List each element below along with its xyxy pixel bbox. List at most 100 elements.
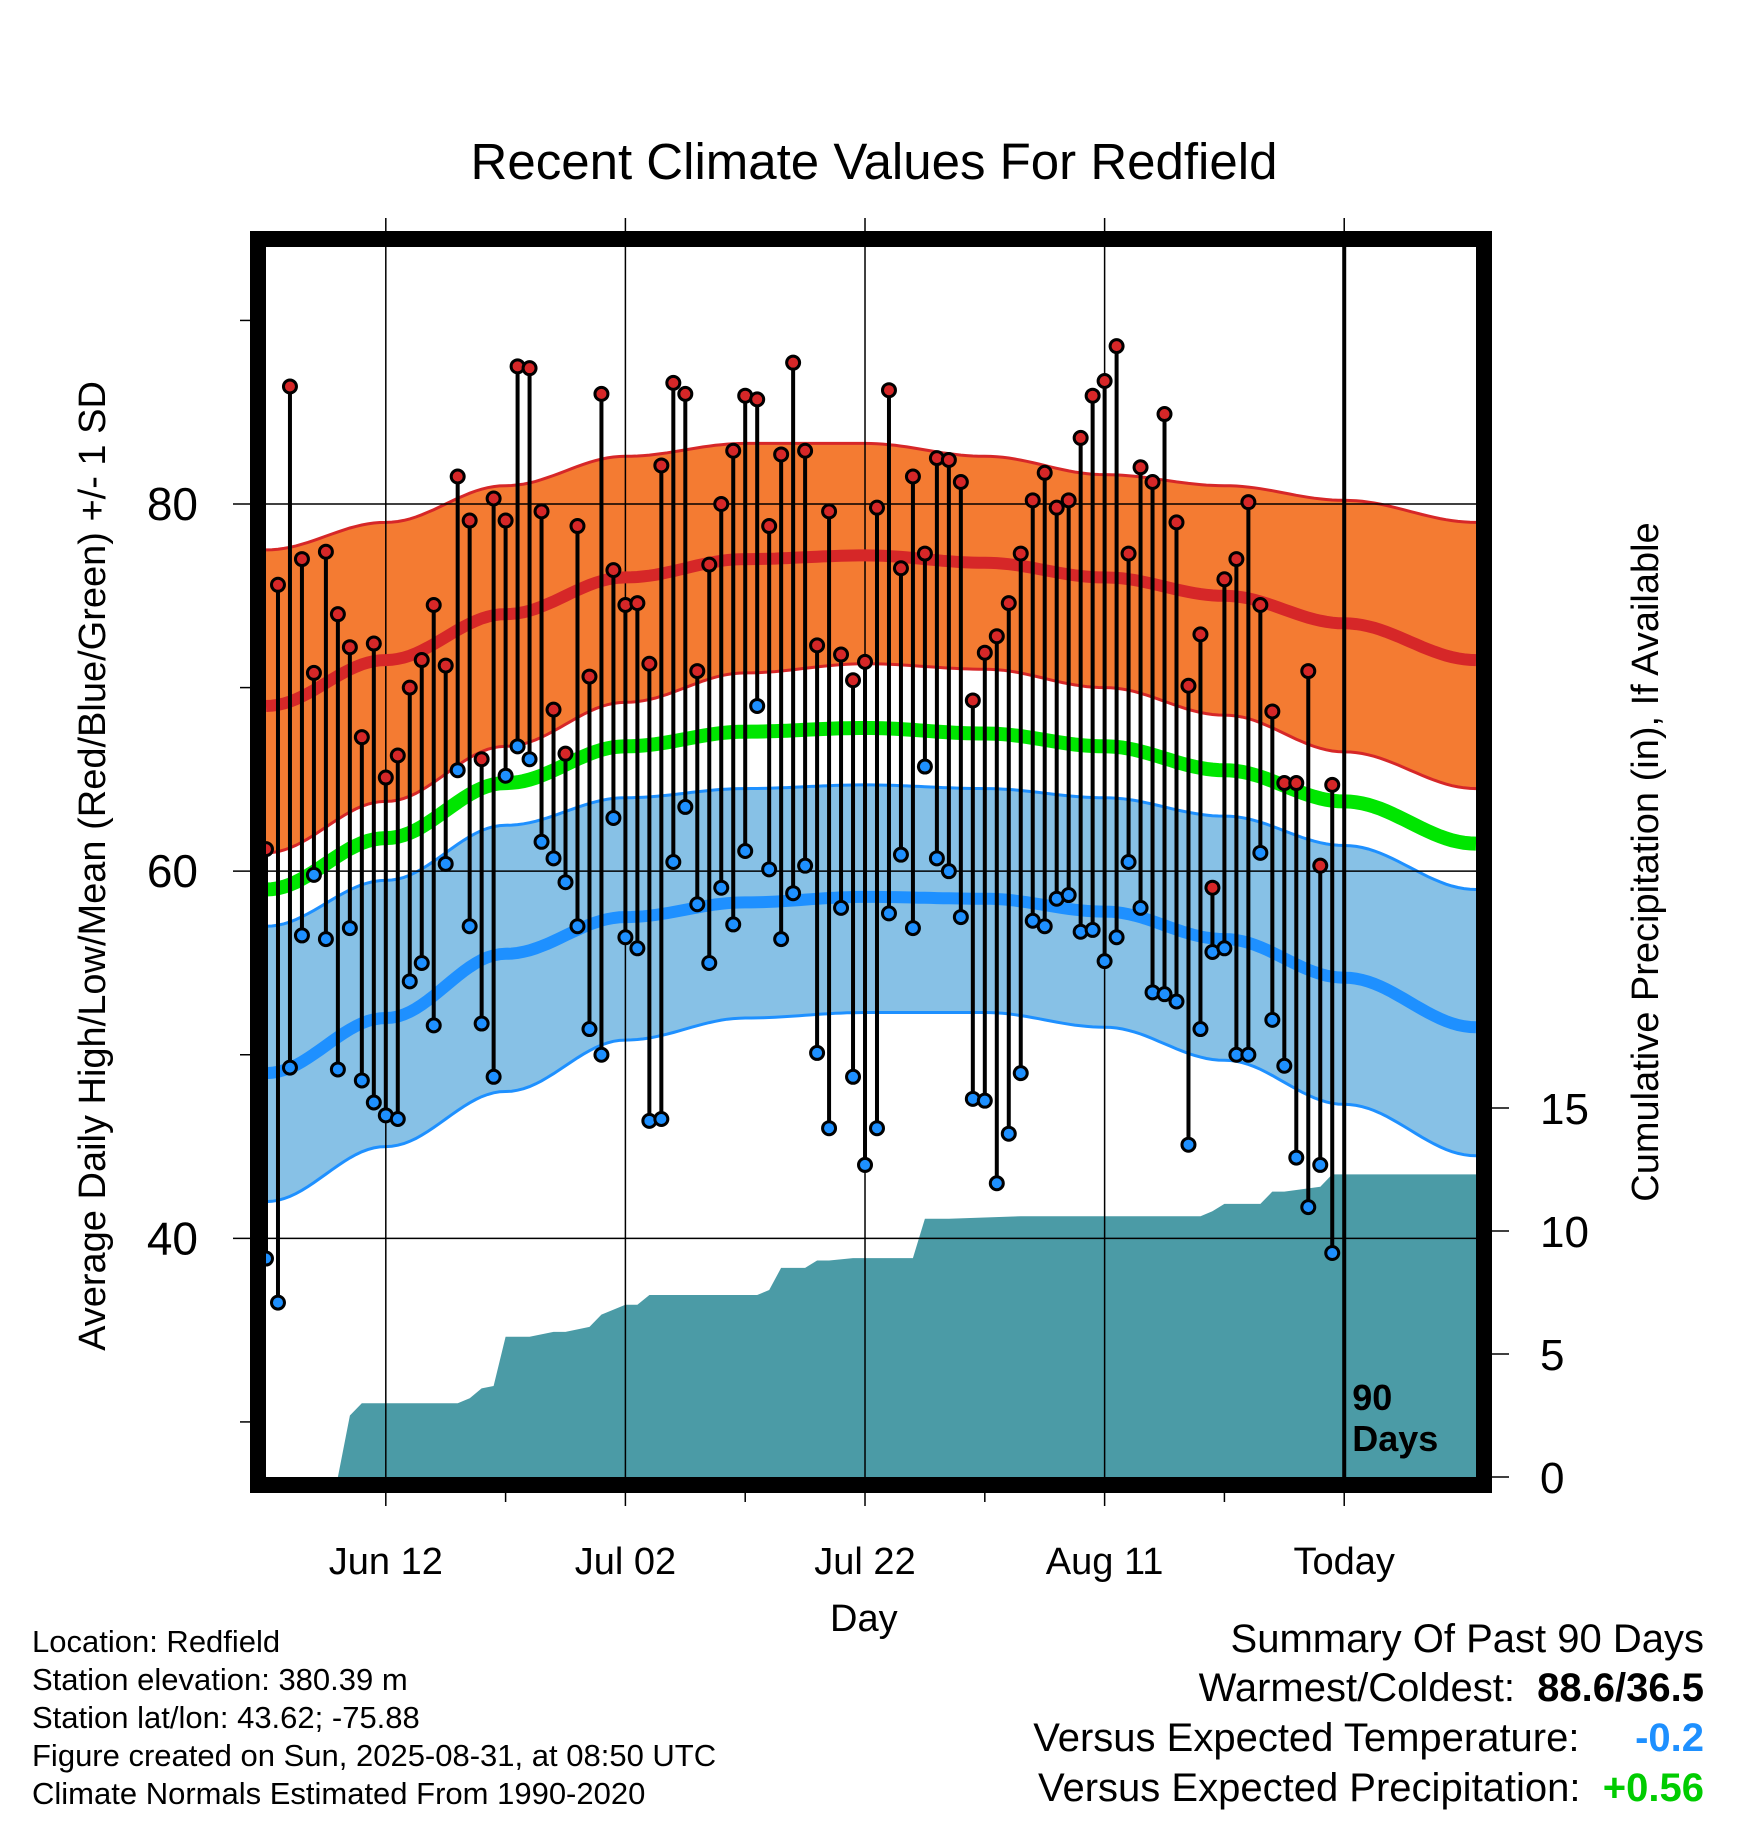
daily-low-point (809, 1044, 826, 1061)
daily-low-point (892, 846, 909, 863)
daily-high-point (1108, 338, 1125, 355)
footer-latlon: Station lat/lon: 43.62; -75.88 (32, 1700, 420, 1735)
daily-low-point (533, 833, 550, 850)
daily-high-point (401, 679, 418, 696)
daily-high-point (437, 657, 454, 674)
daily-high-point (892, 560, 909, 577)
summary-warmest-value: 88.6/36.5 (1537, 1666, 1704, 1710)
daily-high-point (1312, 857, 1329, 874)
daily-high-point (1024, 492, 1041, 509)
daily-low-point (629, 940, 646, 957)
daily-high-point (1072, 429, 1089, 446)
daily-high-point (569, 518, 586, 535)
daily-low-point (497, 767, 514, 784)
daily-high-point (533, 503, 550, 520)
daily-high-point (377, 769, 394, 786)
daily-high-point (461, 512, 478, 529)
daily-low-point (485, 1068, 502, 1085)
daily-high-point (976, 644, 993, 661)
daily-low-point (1240, 1046, 1257, 1063)
daily-low-point (1168, 993, 1185, 1010)
summary-warmest-label: Warmest/Coldest: (1198, 1666, 1515, 1710)
daily-high-point (821, 503, 838, 520)
high-sd-band-upper-edge (265, 441, 1477, 552)
footer-location: Location: Redfield (32, 1624, 281, 1659)
daily-low-point (617, 929, 634, 946)
daily-high-point (581, 668, 598, 685)
daily-high-point (916, 545, 933, 562)
daily-high-point (545, 701, 562, 718)
daily-high-point (1132, 459, 1149, 476)
daily-high-point (797, 442, 814, 459)
daily-low-point (868, 1120, 885, 1137)
daily-high-point (1156, 406, 1173, 423)
daily-low-point (365, 1094, 382, 1111)
daily-high-point (653, 457, 670, 474)
daily-low-point (928, 850, 945, 867)
daily-high-point (1060, 492, 1077, 509)
daily-high-point (1084, 387, 1101, 404)
daily-low-point (1288, 1149, 1305, 1166)
daily-low-point (605, 809, 622, 826)
daily-high-point (1204, 879, 1221, 896)
daily-low-point (1180, 1136, 1197, 1153)
summary-warmest-row: Warmest/Coldest: 88.6/36.5 (1199, 1666, 1704, 1711)
y-left-tick-label: 80 (147, 478, 198, 530)
daily-high-point (1216, 571, 1233, 588)
daily-low-point (797, 857, 814, 874)
daily-high-point (677, 385, 694, 402)
daily-low-point (845, 1068, 862, 1085)
daily-high-point (845, 672, 862, 689)
daily-low-point (1156, 986, 1173, 1003)
daily-low-point (689, 896, 706, 913)
daily-stems (264, 346, 1335, 1303)
y-left-axis-label: Average Daily High/Low/Mean (Red/Blue/Gr… (72, 381, 114, 1351)
daily-low-point (389, 1111, 406, 1128)
daily-low-point (1012, 1065, 1029, 1082)
daily-high-point (341, 639, 358, 656)
y-left-tick-label: 60 (147, 845, 198, 897)
summary-temp-label: Versus Expected Temperature: (1033, 1716, 1580, 1760)
daily-low-point (653, 1111, 670, 1128)
daily-high-point (389, 747, 406, 764)
daily-low-point (1036, 918, 1053, 935)
y-right-tick-label: 15 (1540, 1085, 1589, 1134)
daily-high-point (593, 385, 610, 402)
period-label-unit: Days (1352, 1418, 1438, 1459)
daily-high-point (1180, 677, 1197, 694)
daily-low-point (1096, 953, 1113, 970)
daily-low-point (341, 920, 358, 937)
summary-heading: Summary Of Past 90 Days (1230, 1617, 1704, 1661)
daily-low-point (857, 1156, 874, 1173)
daily-high-point (1036, 464, 1053, 481)
x-tick-label: Jul 22 (814, 1541, 915, 1583)
daily-low-point (1300, 1199, 1317, 1216)
y-left-tick-label: 40 (147, 1212, 198, 1264)
axes-group: Jun 12 Jul 02 Jul 22 Aug 11 Today 40 60 80 0 5 10 1… (72, 218, 1667, 1583)
daily-low-point (1192, 1021, 1209, 1038)
high-sd-band (266, 443, 1476, 853)
daily-low-point (281, 1059, 298, 1076)
daily-high-point (1288, 775, 1305, 792)
daily-low-point (725, 916, 742, 933)
daily-low-point (665, 854, 682, 870)
daily-high-point (605, 562, 622, 579)
daily-low-point (785, 885, 802, 902)
daily-high-point (904, 468, 921, 485)
daily-low-point (1264, 1011, 1281, 1028)
daily-high-point (988, 628, 1005, 645)
y-right-tick-label: 0 (1540, 1454, 1564, 1503)
daily-low-point (401, 973, 418, 990)
daily-low-point (329, 1061, 346, 1078)
daily-high-point (857, 653, 874, 670)
daily-high-point (1264, 703, 1281, 720)
daily-low-point (1324, 1245, 1341, 1262)
daily-low-point (773, 931, 790, 948)
daily-high-point (425, 596, 442, 613)
daily-high-point (1144, 473, 1161, 490)
daily-low-point (737, 842, 754, 859)
precip-area-group (266, 1174, 1476, 1477)
daily-high-point (1228, 551, 1245, 568)
daily-low-point (701, 954, 718, 971)
